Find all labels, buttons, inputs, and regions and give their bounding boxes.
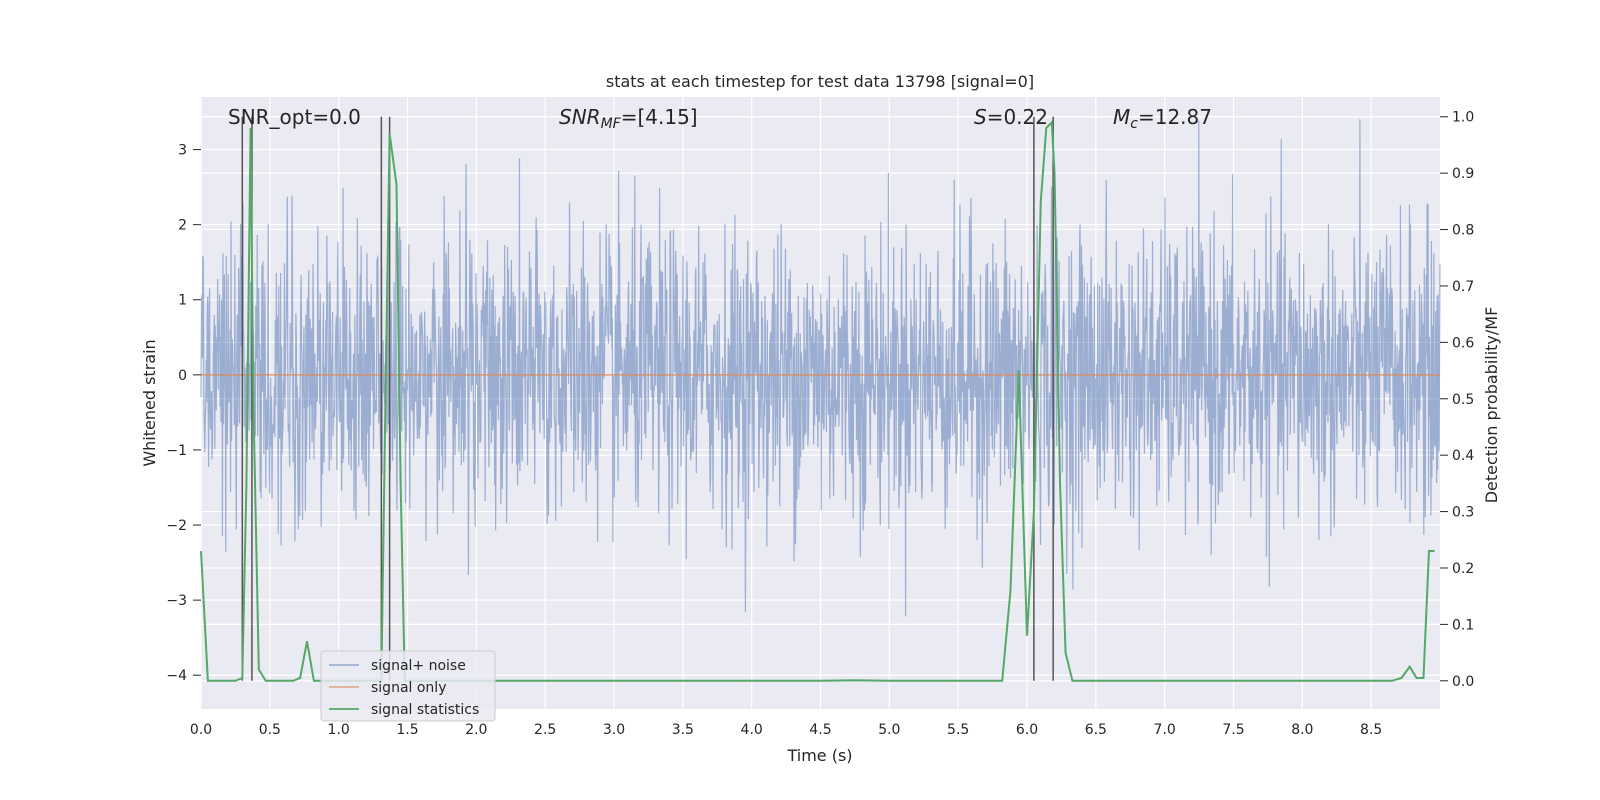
snr-mf-subscript: MF [601,116,622,132]
y-right-tick-label: 0.8 [1452,223,1474,239]
legend-label-stats: signal statistics [371,702,479,718]
s-label: S [974,105,987,129]
x-tick-label: 6.0 [1016,722,1038,738]
x-axis-title: Time (s) [786,746,852,765]
x-tick-label: 2.0 [465,722,487,738]
ticks: 0.0 0.5 1.0 1.5 2.0 2.5 3.0 3.5 4.0 4.5 5.0 5.5 6.0 6… [166,110,1474,738]
snr-mf-value: =[4.15] [621,105,698,129]
legend: signal+ noise signal only signal statist… [320,650,496,722]
y-right-tick-label: 0.1 [1452,617,1474,633]
x-tick-label: 5.5 [947,722,969,738]
y-tick-label: 2 [178,218,187,234]
s-annotation: S=0.22 [974,105,1048,129]
y-right-tick-label: 0.2 [1452,561,1474,577]
y-right-tick-label: 0.4 [1452,448,1474,464]
y-right-tick-label: 1.0 [1452,110,1474,126]
y-tick-label: −1 [166,443,187,459]
x-tick-label: 0.5 [259,722,281,738]
y-right-tick-label: 0.3 [1452,505,1474,521]
snr-opt-annotation: SNR_opt=0.0 [228,105,361,129]
x-tick-label: 1.5 [396,722,418,738]
chart-title: stats at each timestep for test data 137… [606,72,1034,91]
y-tick-label: −3 [166,593,187,609]
y-tick-label: −4 [166,668,187,684]
x-tick-label: 8.5 [1360,722,1382,738]
y-right-tick-label: 0.9 [1452,166,1474,182]
marks [200,116,1440,682]
y-right-tick-label: 0.7 [1452,279,1474,295]
x-tick-label: 6.5 [1085,722,1107,738]
y-tick-label: 3 [178,143,187,159]
legend-label-signal: signal only [371,680,446,696]
x-tick-label: 2.5 [534,722,556,738]
x-tick-label: 3.0 [603,722,625,738]
s-value: =0.22 [987,105,1048,129]
x-tick-label: 4.0 [741,722,763,738]
legend-box [320,650,496,722]
x-tick-label: 7.0 [1154,722,1176,738]
x-tick-label: 0.0 [190,722,212,738]
y-tick-label: −2 [166,518,187,534]
y-right-tick-label: 0.6 [1452,335,1474,351]
y-tick-label: 1 [178,293,187,309]
y-axis-title: Whitened strain [140,339,159,466]
x-tick-label: 3.5 [672,722,694,738]
legend-label-noise: signal+ noise [371,658,466,674]
x-tick-label: 5.0 [878,722,900,738]
snr-mf-annotation: SNRMF=[4.15] [559,105,698,132]
y-right-axis-title: Detection probability/MF [1482,307,1501,504]
series-signal-statistics [200,120,1435,682]
y-right-tick-label: 0.0 [1452,674,1474,690]
noise-series [200,119,1441,617]
y-tick-label: 0 [178,368,187,384]
x-tick-label: 8.0 [1291,722,1313,738]
snr-mf-label: SNR [559,105,601,129]
mc-subscript: c [1130,116,1138,132]
y-right-tick-label: 0.5 [1452,392,1474,408]
mc-value: =12.87 [1138,105,1212,129]
x-tick-label: 1.0 [328,722,350,738]
x-tick-label: 4.5 [809,722,831,738]
x-tick-label: 7.5 [1222,722,1244,738]
series-signal-plus-noise [200,119,1441,617]
mc-label: M [1113,105,1130,129]
mc-annotation: Mc=12.87 [1113,105,1212,132]
